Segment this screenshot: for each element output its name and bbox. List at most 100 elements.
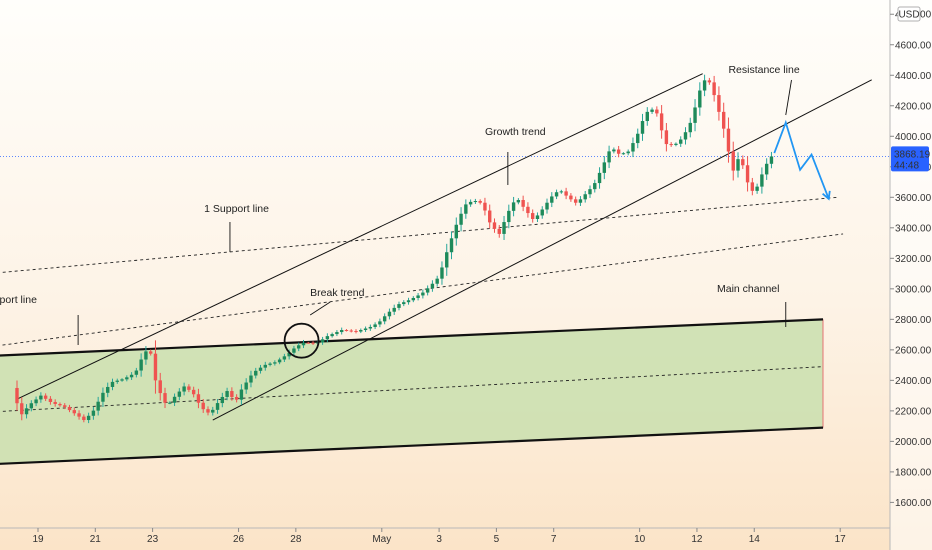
candle [263, 361, 267, 371]
candle-body [430, 283, 435, 289]
candle [273, 360, 277, 366]
candle-body [139, 359, 143, 371]
candle [731, 141, 735, 181]
candle [397, 301, 401, 311]
candle [406, 297, 411, 305]
trendline-support-2 [0, 233, 844, 346]
candle [440, 261, 444, 285]
candle [569, 193, 573, 202]
candle [344, 329, 349, 332]
candle [201, 398, 205, 413]
candle [244, 378, 248, 394]
y-tick-label: 4000.00 [895, 132, 932, 143]
candle [650, 107, 654, 114]
candle [24, 404, 29, 419]
candle [387, 308, 392, 320]
candle-body [397, 304, 401, 308]
candle [58, 402, 62, 407]
candle [339, 327, 344, 335]
candle-body [382, 316, 387, 322]
candle [139, 353, 143, 377]
candle [72, 407, 76, 416]
candle [464, 199, 468, 219]
candle-body [58, 404, 62, 406]
candle [559, 189, 564, 194]
candle [249, 370, 253, 388]
candle-body [215, 403, 220, 410]
candle-body [53, 401, 57, 405]
y-tick-label: 4200.00 [895, 101, 932, 112]
last-price-value: 3868.19 [894, 149, 931, 160]
candle [736, 152, 740, 178]
candle-body [602, 162, 607, 173]
candle [760, 167, 764, 194]
candle-body [277, 359, 282, 363]
candle [67, 404, 72, 413]
x-tick-label: 14 [749, 534, 761, 545]
x-tick-label: 19 [32, 534, 44, 545]
y-tick-label: 1600.00 [895, 498, 932, 509]
candle-body [688, 122, 692, 133]
candle [282, 353, 287, 363]
candle [20, 397, 24, 421]
candle-body [239, 389, 244, 400]
trendline-growth-upper [17, 73, 703, 400]
candle [764, 158, 769, 180]
x-tick-label: 28 [290, 534, 302, 545]
candle-body [702, 80, 707, 91]
candle [53, 399, 57, 407]
candle [292, 345, 296, 356]
candle-body [421, 292, 425, 296]
candle [168, 401, 172, 405]
candle [206, 406, 210, 416]
candle-body [640, 121, 645, 134]
candle-body [741, 159, 745, 166]
candle-body [39, 395, 43, 400]
candle [354, 329, 358, 334]
candle [669, 142, 673, 147]
candle-body [406, 300, 411, 303]
trendline-channel-top [0, 318, 824, 357]
candle [636, 128, 640, 149]
last-price-badge [891, 146, 929, 172]
candle [268, 362, 272, 367]
candle [392, 304, 396, 315]
candle-body [674, 143, 678, 145]
currency-label: USD [898, 10, 919, 21]
candle-body [158, 380, 162, 394]
candle [488, 204, 492, 229]
candle-body [392, 307, 396, 312]
candle [144, 346, 148, 365]
candle [459, 207, 463, 232]
candle-body [636, 133, 640, 144]
candle-body [488, 210, 492, 223]
candle [616, 145, 621, 158]
candle-body [440, 267, 444, 279]
candle-body [693, 107, 697, 123]
x-tick-label: 5 [494, 534, 500, 545]
candle-body [445, 252, 449, 268]
candle-body [416, 295, 420, 298]
candle-body [497, 228, 501, 234]
candle [77, 410, 81, 420]
x-tick-label: May [372, 534, 391, 545]
candle-body [320, 339, 325, 343]
break-trend-circle [283, 322, 320, 359]
candle [220, 392, 225, 408]
x-tick-label: 23 [147, 534, 159, 545]
candle-body [196, 394, 201, 403]
candle [564, 187, 568, 200]
candle [378, 318, 382, 328]
candle [425, 285, 430, 296]
candle [607, 145, 611, 169]
candle [325, 333, 330, 343]
candle [215, 399, 220, 414]
candle [225, 387, 229, 401]
candle-body [144, 351, 148, 360]
candle-body [755, 186, 759, 191]
candle [29, 400, 34, 412]
y-tick-label: 3200.00 [895, 254, 932, 265]
candle [421, 289, 425, 299]
price-axis-panel [890, 0, 932, 550]
